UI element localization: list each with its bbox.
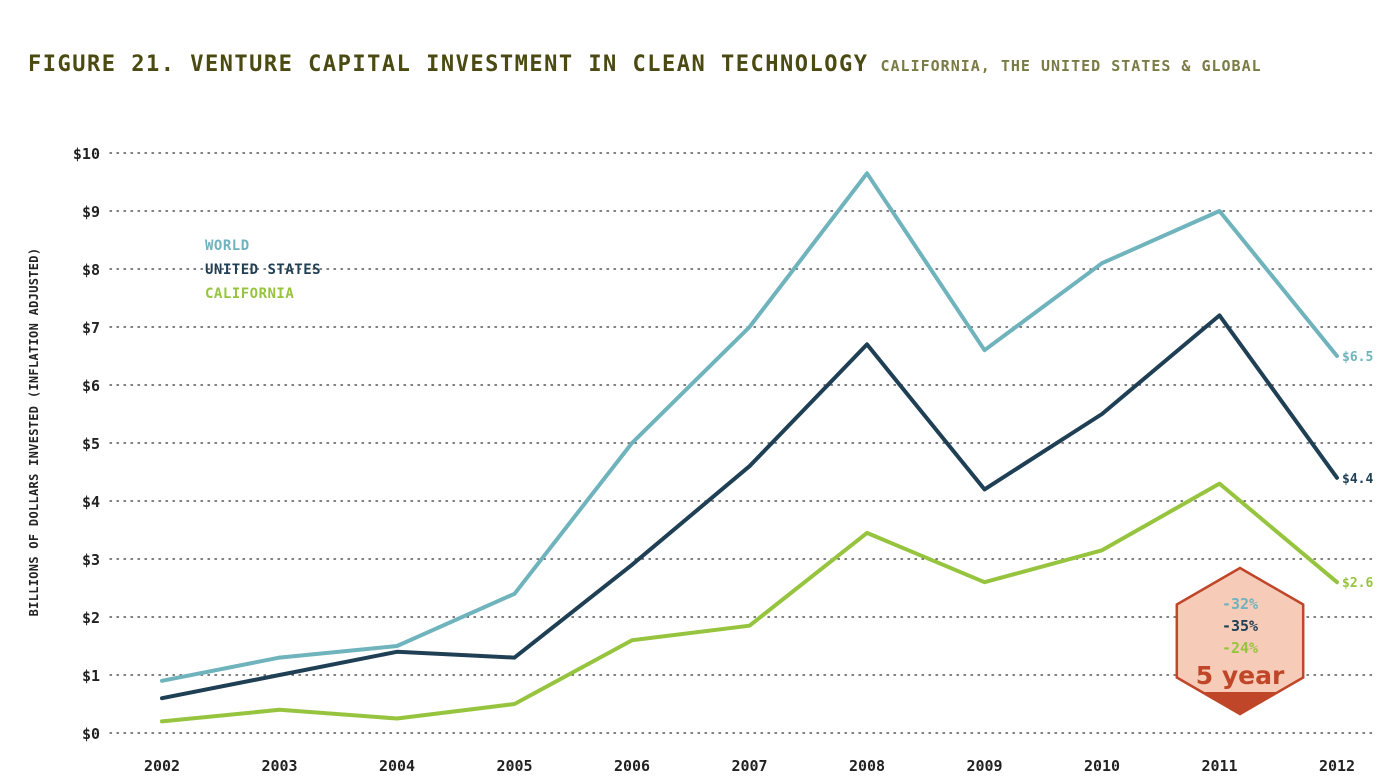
end-value-label: $6.5 bbox=[1342, 350, 1373, 365]
y-axis-label: BILLIONS OF DOLLARS INVESTED (INFLATION … bbox=[27, 248, 41, 617]
five-year-change-badge: -32% -35% -24% 5 year bbox=[1175, 566, 1305, 716]
chart-title-row: FIGURE 21. VENTURE CAPITAL INVESTMENT IN… bbox=[28, 52, 1262, 77]
badge-change-value: -24% bbox=[1222, 639, 1258, 657]
y-axis-ticks: $0 $1 $2 $3 $4 $5 $6 $7 $8 $9 $10 bbox=[73, 145, 100, 743]
chart-title: FIGURE 21. VENTURE CAPITAL INVESTMENT IN… bbox=[28, 52, 869, 77]
series-lines bbox=[160, 171, 1339, 724]
x-tick-label: 2011 bbox=[1201, 757, 1237, 775]
x-tick-label: 2007 bbox=[731, 757, 767, 775]
y-tick-label: $4 bbox=[82, 493, 100, 511]
end-value-label: $4.4 bbox=[1342, 472, 1373, 487]
x-tick-label: 2003 bbox=[261, 757, 297, 775]
end-labels: $6.5 $4.4 $2.6 bbox=[1342, 350, 1373, 591]
gridlines bbox=[109, 152, 1376, 734]
y-tick-label: $2 bbox=[82, 609, 100, 627]
y-tick-label: $10 bbox=[73, 145, 100, 163]
legend: WORLD UNITED STATES CALIFORNIA bbox=[205, 238, 321, 302]
series-line-california bbox=[160, 481, 1339, 724]
series-line-world bbox=[160, 171, 1339, 683]
x-tick-label: 2006 bbox=[614, 757, 650, 775]
y-tick-label: $8 bbox=[82, 261, 100, 279]
badge-change-value: -32% bbox=[1222, 595, 1258, 613]
y-tick-label: $7 bbox=[82, 319, 100, 337]
legend-item: CALIFORNIA bbox=[205, 286, 294, 302]
y-tick-label: $3 bbox=[82, 551, 100, 569]
x-tick-label: 2002 bbox=[144, 757, 180, 775]
y-tick-label: $0 bbox=[82, 725, 100, 743]
y-tick-label: $9 bbox=[82, 203, 100, 221]
legend-item: WORLD bbox=[205, 238, 250, 254]
x-tick-label: 2012 bbox=[1319, 757, 1355, 775]
x-axis-ticks: 2002 2003 2004 2005 2006 2007 2008 2009 2010 2011… bbox=[144, 757, 1355, 775]
end-value-label: $2.6 bbox=[1342, 576, 1373, 591]
x-tick-label: 2004 bbox=[379, 757, 415, 775]
chart-subtitle: CALIFORNIA, THE UNITED STATES & GLOBAL bbox=[880, 57, 1262, 75]
legend-item: UNITED STATES bbox=[205, 262, 321, 278]
x-tick-label: 2009 bbox=[966, 757, 1002, 775]
badge-period-label: 5 year bbox=[1196, 661, 1285, 690]
y-tick-label: $5 bbox=[82, 435, 100, 453]
badge-change-value: -35% bbox=[1222, 617, 1258, 635]
y-tick-label: $6 bbox=[82, 377, 100, 395]
y-tick-label: $1 bbox=[82, 667, 100, 685]
x-tick-label: 2005 bbox=[496, 757, 532, 775]
series-line-united-states bbox=[160, 313, 1339, 701]
x-tick-label: 2008 bbox=[849, 757, 885, 775]
x-tick-label: 2010 bbox=[1084, 757, 1120, 775]
badge-down-arrow bbox=[1200, 692, 1280, 714]
